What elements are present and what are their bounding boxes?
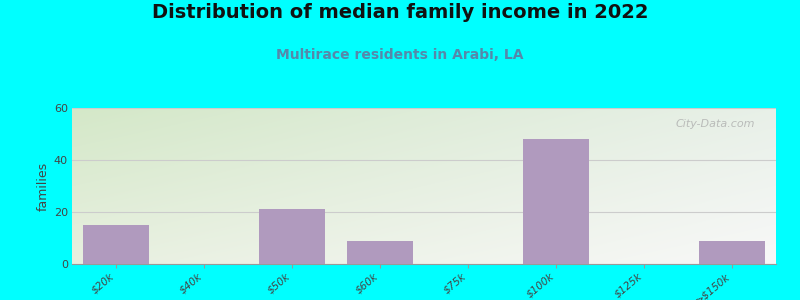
Bar [259,209,325,264]
Y-axis label: families: families [37,161,50,211]
Bar [83,225,149,264]
Bar [523,139,589,264]
Text: Distribution of median family income in 2022: Distribution of median family income in … [152,3,648,22]
Bar [699,241,765,264]
Bar [347,241,413,264]
Text: City-Data.com: City-Data.com [675,119,755,129]
Text: Multirace residents in Arabi, LA: Multirace residents in Arabi, LA [276,48,524,62]
